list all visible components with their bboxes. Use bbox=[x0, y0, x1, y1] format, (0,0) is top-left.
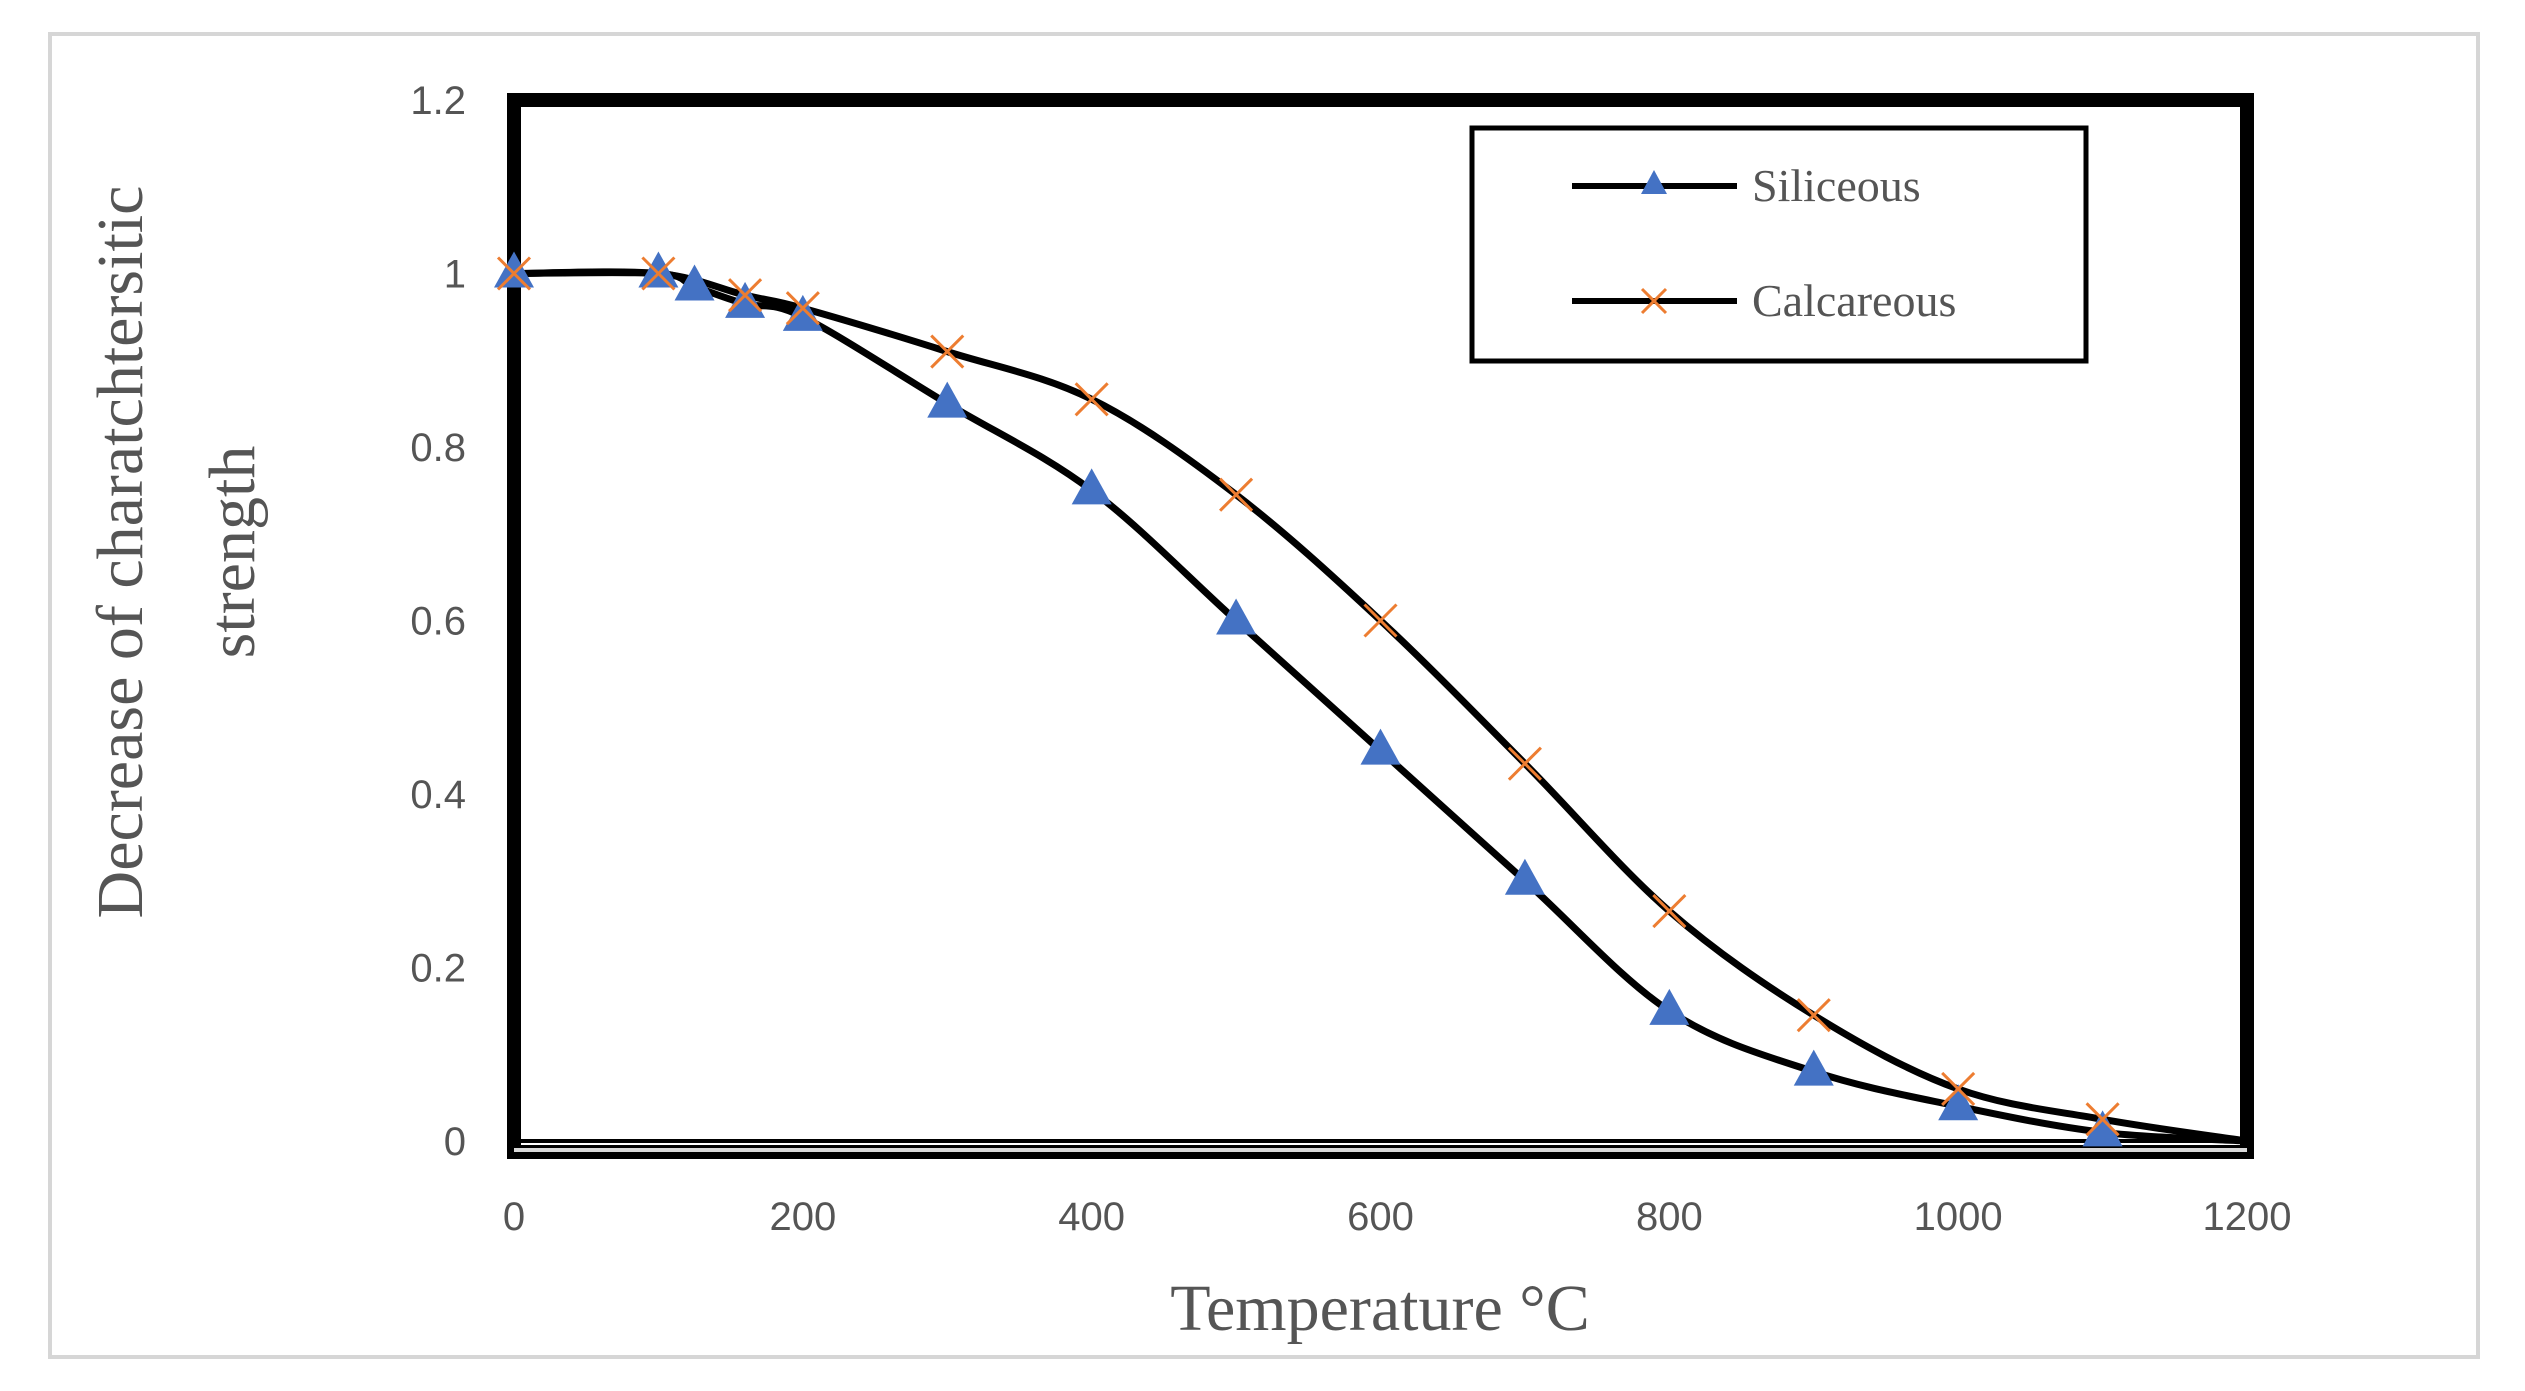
x-tick-label: 1200 bbox=[2203, 1195, 2292, 1239]
y-tick-label: 0.6 bbox=[410, 600, 466, 644]
siliceous-point bbox=[1360, 728, 1401, 765]
series-markers bbox=[494, 251, 2123, 1147]
calcareous-point bbox=[728, 278, 763, 313]
calcareous-point bbox=[930, 334, 965, 369]
calcareous-point bbox=[496, 256, 532, 291]
siliceous-point bbox=[494, 251, 534, 288]
x-tick-label: 0 bbox=[503, 1195, 525, 1239]
siliceous-point bbox=[1793, 1049, 1834, 1086]
x-tick-label: 1000 bbox=[1914, 1195, 2003, 1239]
series-line-calcareous bbox=[510, 268, 2251, 1145]
x-tick-label: 400 bbox=[1058, 1195, 1125, 1239]
siliceous-point bbox=[1649, 988, 1690, 1025]
x-axis-title: Temperature °C bbox=[1170, 1272, 1589, 1345]
legend-label-siliceous: Siliceous bbox=[1752, 160, 1921, 211]
siliceous-point bbox=[638, 251, 679, 288]
siliceous-point bbox=[2082, 1110, 2123, 1147]
x-tick-label: 800 bbox=[1636, 1195, 1703, 1239]
siliceous-point bbox=[674, 264, 715, 301]
y-axis-title-line-2: strength bbox=[196, 446, 269, 659]
y-tick-labels: 0 0.2 0.4 0.6 0.8 1 1.2 bbox=[410, 79, 466, 1164]
calcareous-point bbox=[1652, 894, 1687, 929]
y-axis-title: Decrease of charatchtersitic strength bbox=[84, 186, 269, 919]
series-line-siliceous bbox=[510, 269, 2251, 1145]
y-tick-label: 0 bbox=[444, 1120, 466, 1164]
calcareous-point bbox=[641, 256, 676, 291]
x-tick-labels: 0 200 400 600 800 1000 1200 bbox=[503, 1195, 2292, 1239]
y-tick-label: 1.2 bbox=[410, 79, 466, 123]
y-axis-title-line-1: Decrease of charatchtersitic bbox=[84, 186, 157, 919]
siliceous-point bbox=[725, 281, 766, 318]
series-lines bbox=[510, 268, 2251, 1145]
siliceous-point bbox=[1216, 598, 1257, 635]
calcareous-point bbox=[1796, 998, 1831, 1033]
calcareous-point bbox=[1074, 382, 1109, 417]
siliceous-point bbox=[1071, 468, 1112, 505]
calcareous-point bbox=[1363, 603, 1398, 638]
calcareous-point bbox=[785, 291, 820, 326]
siliceous-point bbox=[782, 294, 823, 331]
siliceous-point bbox=[1938, 1084, 1979, 1121]
calcareous-point bbox=[1941, 1071, 1976, 1107]
x-tick-label: 200 bbox=[769, 1195, 836, 1239]
legend-label-calcareous: Calcareous bbox=[1752, 275, 1956, 326]
siliceous-point bbox=[927, 381, 968, 418]
y-tick-label: 1 bbox=[444, 253, 466, 297]
siliceous-point bbox=[1504, 858, 1545, 895]
y-tick-label: 0.8 bbox=[410, 426, 466, 470]
legend-marker-calcareous bbox=[1640, 287, 1668, 315]
legend: Siliceous Calcareous bbox=[1469, 125, 2089, 364]
x-tick-label: 600 bbox=[1347, 1195, 1414, 1239]
legend-box bbox=[1469, 125, 2089, 364]
y-tick-label: 0.2 bbox=[410, 947, 466, 991]
calcareous-point bbox=[1507, 746, 1542, 781]
calcareous-point bbox=[1219, 477, 1254, 512]
calcareous-point bbox=[2085, 1102, 2120, 1137]
y-tick-label: 0.4 bbox=[410, 773, 466, 817]
legend-marker-siliceous bbox=[1641, 170, 1667, 194]
